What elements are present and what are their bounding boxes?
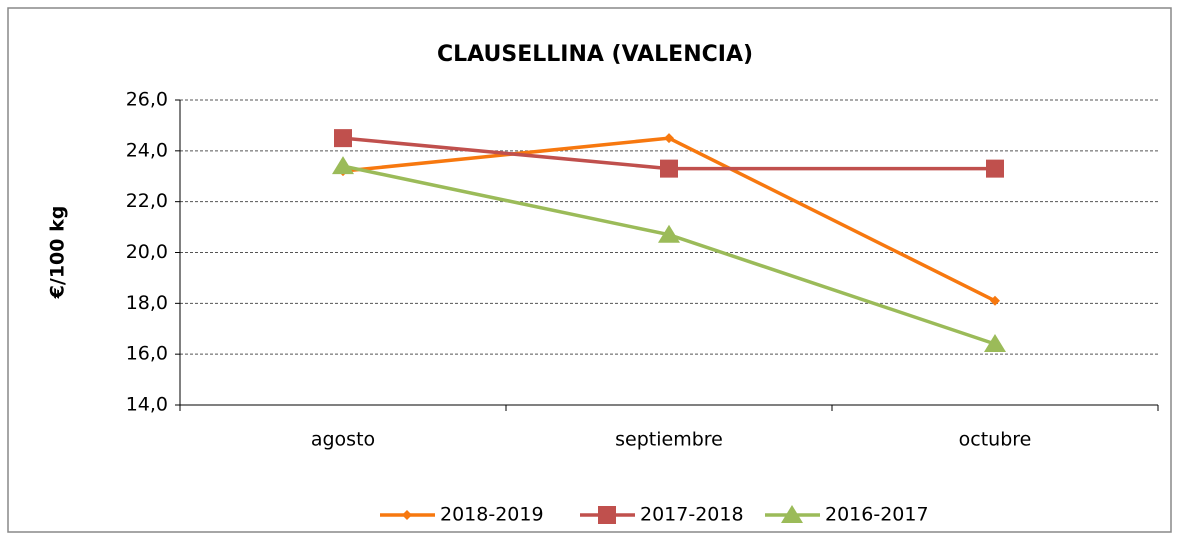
marker	[334, 129, 352, 148]
chart-border	[7, 7, 1172, 533]
chart-title: CLAUSELLINA (VALENCIA)	[437, 42, 753, 67]
y-axis-label: €/100 kg	[47, 206, 69, 300]
y-tick-label: 16,0	[126, 343, 168, 365]
y-tick-label: 24,0	[126, 139, 168, 161]
marker	[658, 224, 680, 243]
y-tick-label: 18,0	[126, 292, 168, 314]
x-tick-label: agosto	[311, 429, 375, 451]
marker	[986, 159, 1004, 178]
y-tick-label: 22,0	[126, 190, 168, 212]
marker	[660, 159, 678, 178]
legend-label: 2016-2017	[825, 504, 929, 526]
marker	[990, 295, 1000, 306]
x-tick-label: octubre	[959, 429, 1032, 451]
y-tick-label: 14,0	[126, 394, 168, 416]
marker	[984, 334, 1006, 352]
x-tick-label: septiembre	[615, 429, 723, 451]
legend-label: 2017-2018	[640, 504, 744, 526]
marker	[402, 510, 412, 520]
y-tick-label: 20,0	[126, 241, 168, 263]
marker	[332, 156, 354, 175]
legend-label: 2018-2019	[440, 504, 544, 526]
marker	[598, 506, 616, 524]
y-tick-label: 26,0	[126, 89, 168, 111]
marker	[781, 505, 803, 523]
marker	[664, 133, 674, 144]
